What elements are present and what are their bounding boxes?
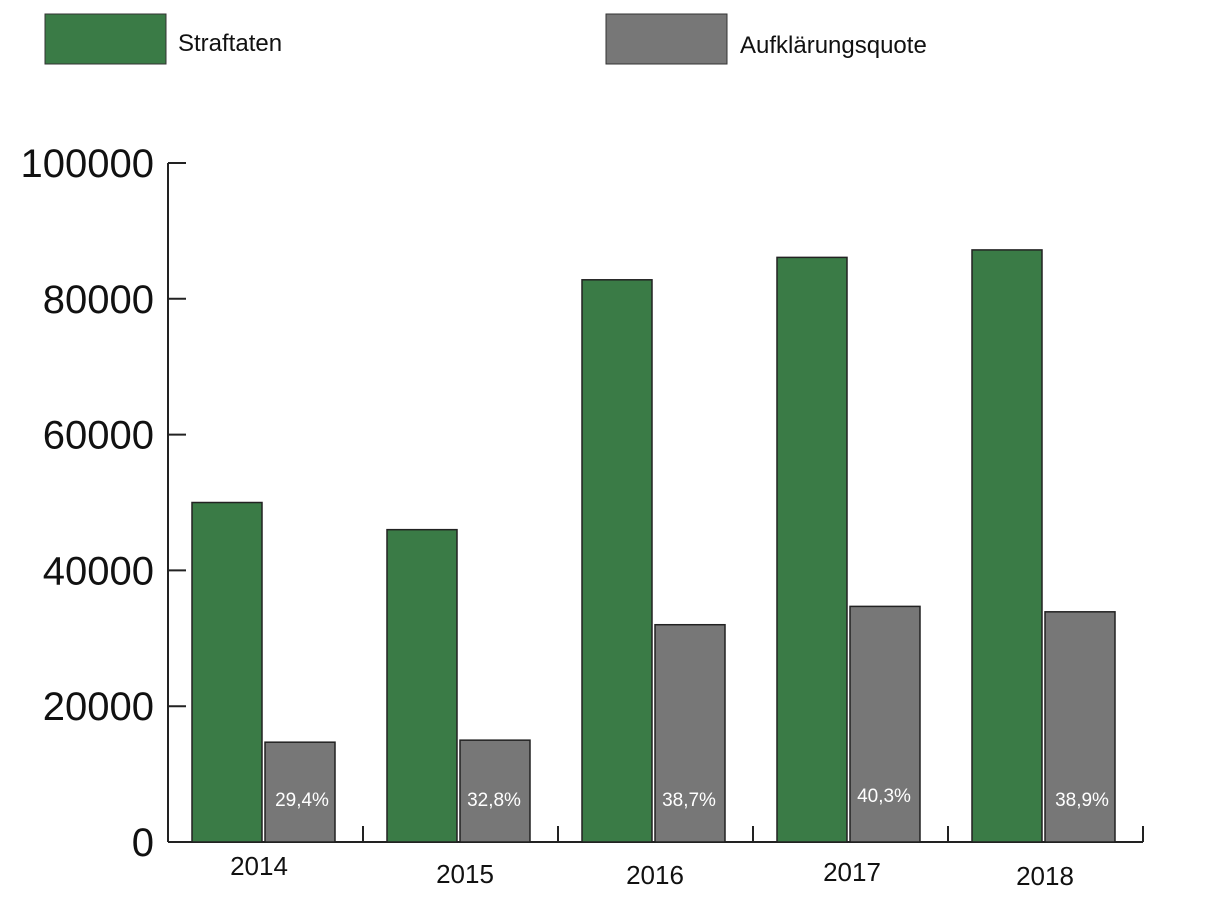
- bar-straftaten-2017: [776, 256, 848, 843]
- y-tick-label: 0: [132, 821, 154, 865]
- y-tick-label: 60000: [43, 414, 154, 458]
- y-tick-label: 80000: [43, 278, 154, 322]
- y-tick-label: 40000: [43, 549, 154, 593]
- bar-straftaten-2015: [386, 528, 458, 843]
- labels: 29,4% 32,8% 38,7% 40,3% 38,9%: [275, 786, 1109, 811]
- bar-straftaten-2014: [191, 501, 263, 843]
- legend-item-straftaten: Straftaten: [44, 13, 282, 65]
- data-label: 32,8%: [467, 790, 521, 811]
- data-label: 38,7%: [662, 790, 716, 811]
- x-tick-label: 2014: [230, 851, 288, 881]
- bars: [191, 249, 1116, 843]
- x-tick-label: 2018: [1016, 861, 1074, 891]
- bar-aufkl-rungsquote-2018: [1044, 611, 1116, 843]
- x-tick-label: 2017: [823, 857, 881, 887]
- data-label: 29,4%: [275, 790, 329, 811]
- bar-aufkl-rungsquote-2016: [654, 623, 726, 843]
- data-label: 38,9%: [1055, 790, 1109, 811]
- bar-straftaten-2016: [581, 279, 653, 843]
- bar-straftaten-2018: [971, 249, 1043, 843]
- x-tick-label: 2015: [436, 859, 494, 889]
- x-tick-label: 2016: [626, 860, 684, 890]
- legend-item-aufkl-rungsquote: Aufklärungsquote: [605, 13, 927, 65]
- legend-label: Straftaten: [178, 30, 282, 57]
- y-tick-label: 100000: [21, 142, 154, 186]
- legend-label: Aufklärungsquote: [740, 32, 927, 59]
- legend: Straftaten Aufklärungsquote: [44, 13, 927, 65]
- bar-aufkl-rungsquote-2017: [849, 605, 921, 843]
- y-tick-label: 20000: [43, 685, 154, 729]
- legend-swatch: [44, 13, 167, 65]
- data-label: 40,3%: [857, 786, 911, 807]
- bar-aufkl-rungsquote-2014: [264, 741, 336, 843]
- legend-swatch: [605, 13, 728, 65]
- bar-aufkl-rungsquote-2015: [459, 739, 531, 843]
